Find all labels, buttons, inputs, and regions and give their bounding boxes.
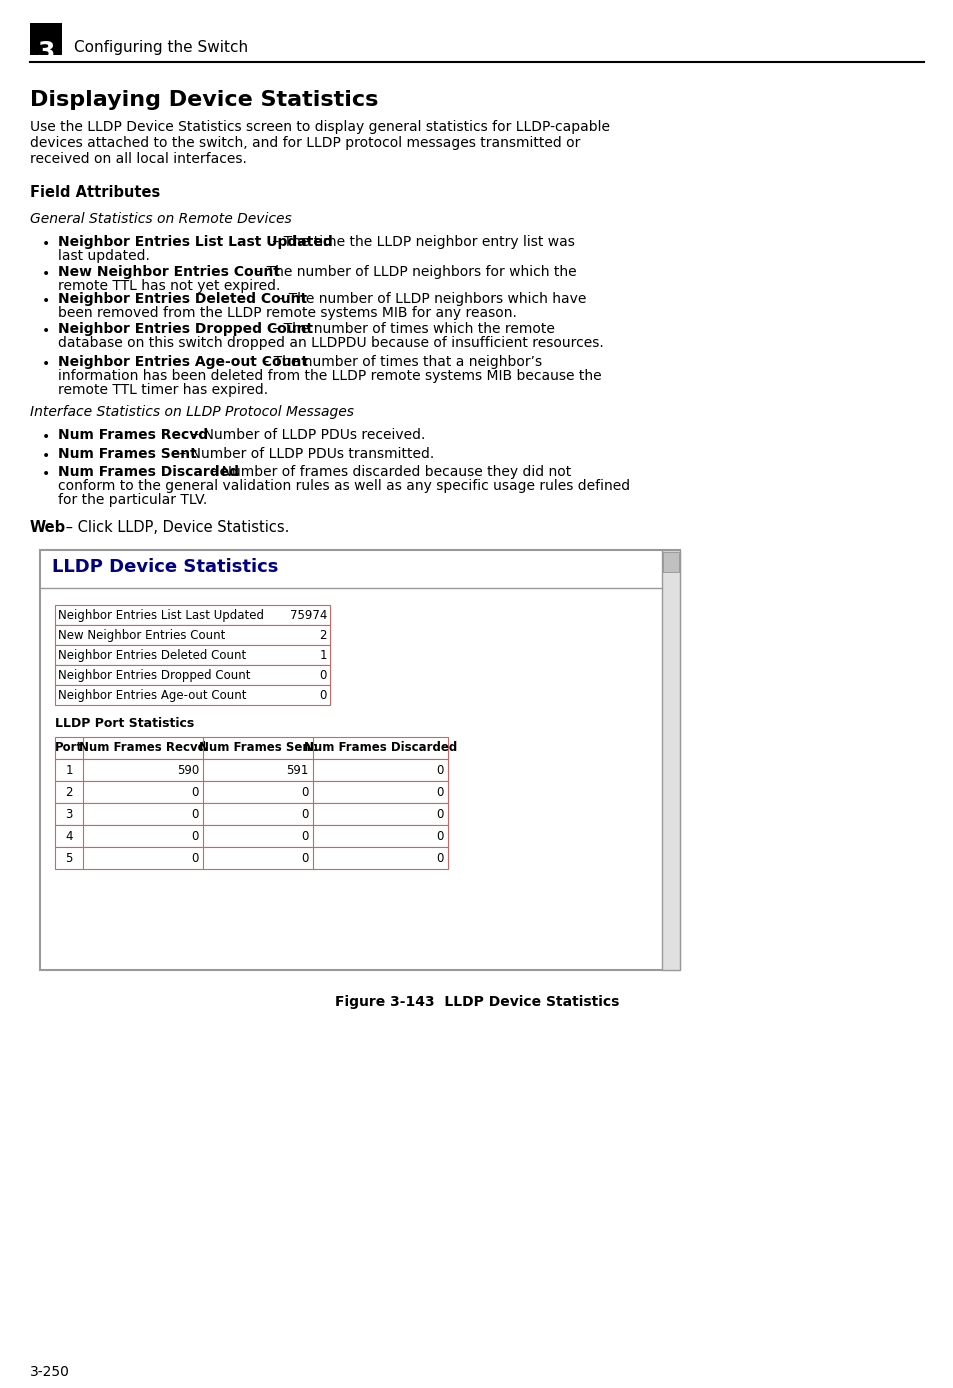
Text: remote TTL timer has expired.: remote TTL timer has expired. [58,383,268,397]
Text: 0: 0 [319,669,327,682]
Bar [55,665,330,686]
Text: •: • [42,430,51,444]
Text: New Neighbor Entries Count: New Neighbor Entries Count [58,265,280,279]
Text: – The number of LLDP neighbors which have: – The number of LLDP neighbors which hav… [273,291,586,305]
Text: – The number of LLDP neighbors for which the: – The number of LLDP neighbors for which… [251,265,576,279]
Bar [55,605,330,625]
Text: for the particular TLV.: for the particular TLV. [58,493,207,507]
Text: been removed from the LLDP remote systems MIB for any reason.: been removed from the LLDP remote system… [58,305,517,321]
Text: 0: 0 [319,688,327,702]
Text: New Neighbor Entries Count: New Neighbor Entries Count [58,629,225,643]
Text: •: • [42,294,51,308]
Text: Field Attributes: Field Attributes [30,185,160,200]
Text: •: • [42,448,51,464]
Text: – Click LLDP, Device Statistics.: – Click LLDP, Device Statistics. [61,520,289,534]
Bar [55,759,448,781]
Text: – The number of times which the remote: – The number of times which the remote [268,322,555,336]
Bar [662,552,679,572]
Text: Neighbor Entries Dropped Count: Neighbor Entries Dropped Count [58,669,251,682]
Text: •: • [42,357,51,371]
Text: 0: 0 [436,830,443,843]
Text: Port: Port [55,741,83,754]
Text: 0: 0 [436,786,443,799]
Text: information has been deleted from the LLDP remote systems MIB because the: information has been deleted from the LL… [58,369,601,383]
Text: •: • [42,237,51,251]
Text: Use the LLDP Device Statistics screen to display general statistics for LLDP-cap: Use the LLDP Device Statistics screen to… [30,119,609,167]
Text: conform to the general validation rules as well as any specific usage rules defi: conform to the general validation rules … [58,479,630,493]
Text: •: • [42,466,51,482]
Text: Num Frames Sent: Num Frames Sent [58,447,196,461]
Text: last updated.: last updated. [58,248,150,262]
Text: 5: 5 [65,852,72,865]
Text: 4: 4 [65,830,72,843]
Text: 0: 0 [436,852,443,865]
Text: 1: 1 [319,650,327,662]
Text: General Statistics on Remote Devices: General Statistics on Remote Devices [30,212,292,226]
Bar [55,781,448,804]
Text: Web: Web [30,520,66,534]
Text: Neighbor Entries Age-out Count: Neighbor Entries Age-out Count [58,355,308,369]
Text: Neighbor Entries Deleted Count: Neighbor Entries Deleted Count [58,291,307,305]
Text: 75974: 75974 [290,609,327,622]
Bar [55,737,448,759]
Text: 591: 591 [286,763,309,777]
Text: – Number of LLDP PDUs transmitted.: – Number of LLDP PDUs transmitted. [174,447,434,461]
Text: 0: 0 [192,808,199,820]
Text: – The number of times that a neighbor’s: – The number of times that a neighbor’s [257,355,541,369]
Text: Num Frames Recvd: Num Frames Recvd [58,428,208,441]
Bar [55,847,448,869]
Text: Interface Statistics on LLDP Protocol Messages: Interface Statistics on LLDP Protocol Me… [30,405,354,419]
Text: Neighbor Entries Deleted Count: Neighbor Entries Deleted Count [58,650,246,662]
Text: Num Frames Discarded: Num Frames Discarded [304,741,456,754]
Text: Num Frames Sent: Num Frames Sent [199,741,316,754]
Text: Figure 3-143  LLDP Device Statistics: Figure 3-143 LLDP Device Statistics [335,995,618,1009]
Text: 0: 0 [192,830,199,843]
Text: Neighbor Entries Age-out Count: Neighbor Entries Age-out Count [58,688,246,702]
Bar [55,824,448,847]
Text: 2: 2 [65,786,72,799]
Text: 590: 590 [176,763,199,777]
Text: 2: 2 [319,629,327,643]
Text: Neighbor Entries List Last Updated: Neighbor Entries List Last Updated [58,235,333,248]
Text: remote TTL has not yet expired.: remote TTL has not yet expired. [58,279,280,293]
Text: – The time the LLDP neighbor entry list was: – The time the LLDP neighbor entry list … [268,235,575,248]
Text: 0: 0 [301,852,309,865]
Bar [40,550,679,970]
Text: Num Frames Discarded: Num Frames Discarded [58,465,239,479]
Bar [661,550,679,970]
Text: LLDP Device Statistics: LLDP Device Statistics [52,558,278,576]
Text: – Number of LLDP PDUs received.: – Number of LLDP PDUs received. [188,428,425,441]
Bar [55,645,330,665]
Text: 0: 0 [192,786,199,799]
Bar [55,804,448,824]
Text: 3: 3 [37,40,54,64]
Text: 3: 3 [65,808,72,820]
Bar [30,24,62,56]
Text: 0: 0 [436,763,443,777]
Bar [55,686,330,705]
Text: 3-250: 3-250 [30,1364,70,1380]
Text: •: • [42,323,51,339]
Text: 0: 0 [301,786,309,799]
Text: 0: 0 [301,830,309,843]
Text: – Number of frames discarded because they did not: – Number of frames discarded because the… [206,465,571,479]
Bar [55,625,330,645]
Text: Num Frames Recvd: Num Frames Recvd [79,741,206,754]
Text: LLDP Port Statistics: LLDP Port Statistics [55,718,194,730]
Text: 0: 0 [436,808,443,820]
Text: •: • [42,266,51,280]
Text: 0: 0 [192,852,199,865]
Text: Neighbor Entries List Last Updated: Neighbor Entries List Last Updated [58,609,264,622]
Text: Neighbor Entries Dropped Count: Neighbor Entries Dropped Count [58,322,313,336]
Text: 1: 1 [65,763,72,777]
Text: Displaying Device Statistics: Displaying Device Statistics [30,90,378,110]
Text: Configuring the Switch: Configuring the Switch [74,40,248,56]
Text: 0: 0 [301,808,309,820]
Text: database on this switch dropped an LLDPDU because of insufficient resources.: database on this switch dropped an LLDPD… [58,336,603,350]
